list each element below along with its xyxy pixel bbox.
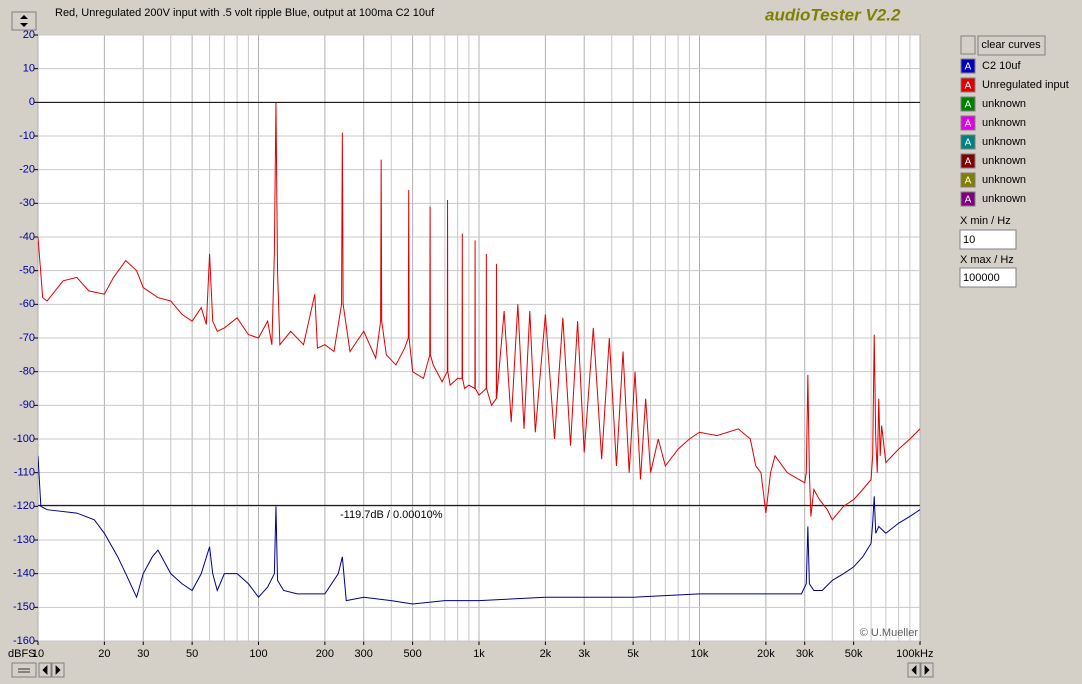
y-tick-label: -150 bbox=[13, 601, 35, 613]
x-tick-label: 100 bbox=[249, 648, 267, 660]
y-tick-label: -100 bbox=[13, 433, 35, 445]
curve-label: unknown bbox=[982, 117, 1026, 129]
curve bbox=[38, 455, 920, 605]
y-tick-label: -120 bbox=[13, 500, 35, 512]
curve-icon[interactable] bbox=[960, 172, 976, 188]
x-tick-label: 50k bbox=[845, 648, 863, 660]
curve bbox=[38, 102, 920, 521]
scroll-arrows bbox=[18, 665, 930, 675]
curve-label: unknown bbox=[982, 98, 1026, 110]
cursor-annotation: -119.7dB / 0.00010% bbox=[340, 509, 443, 521]
y-tick-label: -80 bbox=[19, 366, 35, 378]
clear-button[interactable] bbox=[977, 35, 1046, 56]
curve-icon[interactable] bbox=[960, 58, 976, 74]
curve-icon[interactable] bbox=[960, 134, 976, 150]
x-tick-label: 30k bbox=[796, 648, 814, 660]
x-tick-label: 10k bbox=[691, 648, 709, 660]
curve-icon[interactable] bbox=[960, 115, 976, 131]
y-tick-label: -30 bbox=[19, 197, 35, 209]
spin-button[interactable] bbox=[960, 35, 976, 55]
x-tick-label: 20k bbox=[757, 648, 775, 660]
curve-icon-text: A bbox=[965, 138, 972, 149]
credit: © U.Mueller bbox=[860, 627, 919, 639]
xmin-input[interactable] bbox=[959, 229, 1017, 250]
y-tick-label: -140 bbox=[13, 568, 35, 580]
xmin-label: X min / Hz bbox=[960, 215, 1011, 227]
x-tick-label: 10 bbox=[32, 648, 44, 660]
x-tick-label: 50 bbox=[186, 648, 198, 660]
curve-icon[interactable] bbox=[960, 77, 976, 93]
x-tick-label: 500 bbox=[403, 648, 421, 660]
y-unit-label: dBFS bbox=[8, 648, 36, 660]
curve-list: A C2 10uf A Unregulated input A unknown A unkno… bbox=[960, 58, 1069, 207]
curve-icon-text: A bbox=[965, 157, 972, 168]
x-tick-label: 2k bbox=[540, 648, 552, 660]
curve-label: unknown bbox=[982, 193, 1026, 205]
zoom-button[interactable] bbox=[11, 662, 37, 678]
caption: Red, Unregulated 200V input with .5 volt… bbox=[55, 7, 435, 19]
curve-icon-text: A bbox=[965, 81, 972, 92]
curve-icon-text: A bbox=[965, 195, 972, 206]
curve-icon[interactable] bbox=[960, 191, 976, 207]
plot: 10 20 30 50 100 200 300 500 1k 2k 3k 5k 10k 20k 30k 50k… bbox=[8, 29, 933, 660]
y-tick-label: -40 bbox=[19, 231, 35, 243]
x-tick-label: 30 bbox=[137, 648, 149, 660]
spin-button[interactable] bbox=[11, 11, 37, 31]
y-tick-label: -70 bbox=[19, 332, 35, 344]
curve-icon[interactable] bbox=[960, 96, 976, 112]
y-tick-label: -90 bbox=[19, 399, 35, 411]
curve-icon[interactable] bbox=[960, 153, 976, 169]
y-tick-label: -60 bbox=[19, 298, 35, 310]
app-title: audioTester V2.2 bbox=[765, 5, 901, 24]
x-unit-label: Hz bbox=[920, 648, 933, 660]
curve-icon-text: A bbox=[965, 62, 972, 73]
curve-label: C2 10uf bbox=[982, 60, 1021, 72]
xmax-value: 100000 bbox=[963, 272, 1000, 284]
clear-button-label: clear curves bbox=[981, 39, 1041, 51]
y-tick-label: -110 bbox=[14, 467, 35, 479]
x-tick-label: 100k bbox=[896, 648, 920, 660]
x-tick-label: 300 bbox=[355, 648, 373, 660]
y-tick-label: -50 bbox=[19, 265, 35, 277]
curve-label: unknown bbox=[982, 174, 1026, 186]
x-tick-label: 1k bbox=[473, 648, 485, 660]
curve-icon-text: A bbox=[965, 176, 972, 187]
y-tick-label: -20 bbox=[19, 164, 35, 176]
y-tick-label: 10 bbox=[23, 63, 35, 75]
xmin-value: 10 bbox=[963, 234, 975, 246]
xmax-label: X max / Hz bbox=[960, 254, 1014, 266]
y-tick-label: 0 bbox=[29, 96, 35, 108]
y-tick-label: 20 bbox=[23, 29, 35, 41]
x-tick-label: 20 bbox=[98, 648, 110, 660]
y-tick-label: -10 bbox=[19, 130, 35, 142]
x-tick-label: 3k bbox=[578, 648, 590, 660]
xmax-input[interactable] bbox=[959, 267, 1017, 288]
x-tick-label: 5k bbox=[627, 648, 639, 660]
x-tick-label: 200 bbox=[316, 648, 334, 660]
curve-icon-text: A bbox=[965, 119, 972, 130]
spin-arrows bbox=[20, 15, 28, 27]
curve-icon-text: A bbox=[965, 100, 972, 111]
curve-label: unknown bbox=[982, 155, 1026, 167]
curve-label: unknown bbox=[982, 136, 1026, 148]
y-tick-label: -160 bbox=[13, 635, 35, 647]
y-tick-label: -130 bbox=[13, 534, 35, 546]
curve-label: Unregulated input bbox=[982, 79, 1069, 91]
